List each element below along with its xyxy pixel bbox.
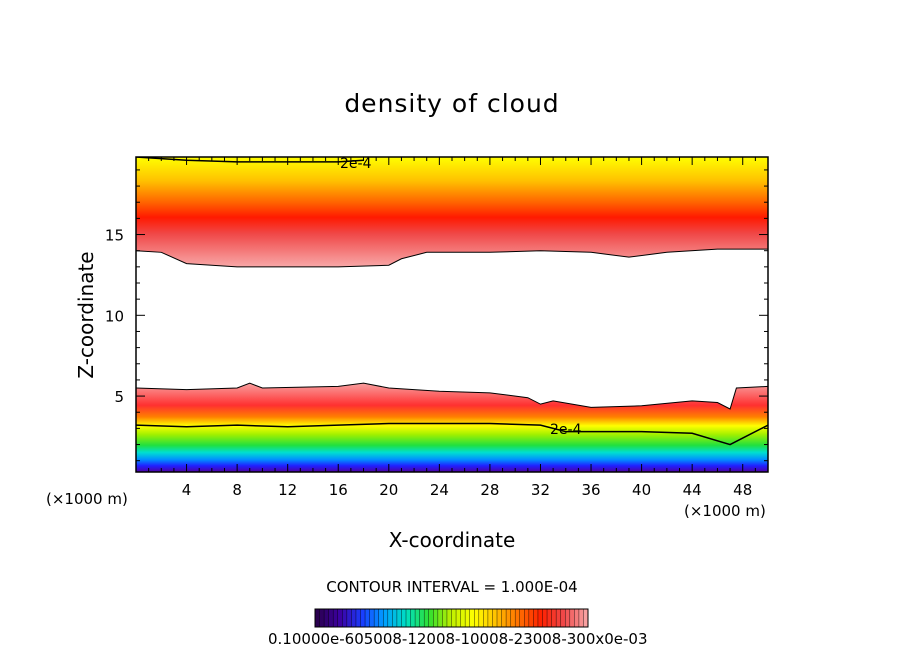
upper-cloud-layer — [136, 157, 768, 267]
x-tick-label: 40 — [632, 481, 651, 499]
colorbar-cell — [433, 609, 439, 627]
colorbar-frame — [314, 608, 589, 628]
colorbar-cell — [469, 609, 475, 627]
colorbar-cell — [456, 609, 462, 627]
colorbar-cell — [551, 609, 557, 627]
colorbar-cell — [324, 609, 330, 627]
colorbar-cell — [501, 609, 507, 627]
colorbar-cell — [333, 609, 339, 627]
colorbar-cell — [510, 609, 516, 627]
colorbar-cell — [360, 609, 366, 627]
colorbar-cell — [474, 609, 480, 627]
x-tick-label: 4 — [182, 481, 192, 499]
y-tick-label: 5 — [114, 388, 124, 406]
x-tick-label: 12 — [278, 481, 297, 499]
colorbar-cell — [460, 609, 466, 627]
colorbar-cell — [374, 609, 380, 627]
x-tick-label: 32 — [531, 481, 550, 499]
colorbar-cell — [583, 609, 589, 627]
colorbar-cell — [315, 609, 321, 627]
colorbar-cell — [528, 609, 534, 627]
upper-layer-boundary-contour — [136, 248, 768, 268]
colorbar-cell — [537, 609, 543, 627]
colorbar-cell — [392, 609, 398, 627]
plot-area — [136, 157, 768, 472]
colorbar-cell — [328, 609, 334, 627]
colorbar-cell — [342, 609, 348, 627]
colorbar-cell — [365, 609, 371, 627]
colorbar-cell — [446, 609, 452, 627]
colorbar-cell — [387, 609, 393, 627]
colorbar-cell — [506, 609, 512, 627]
colorbar-cell — [442, 609, 448, 627]
colorbar-cell — [401, 609, 407, 627]
y-tick-label: 10 — [105, 307, 124, 325]
colorbar-cell — [483, 609, 489, 627]
x-tick-label: 36 — [581, 481, 600, 499]
y-axis-label: Z-coordinate — [74, 251, 98, 378]
y-tick-label: 15 — [105, 227, 124, 245]
colorbar-cell — [378, 609, 384, 627]
x-tick-label: 24 — [430, 481, 449, 499]
colorbar — [314, 608, 589, 628]
colorbar-cell — [533, 609, 539, 627]
colorbar-cell — [428, 609, 434, 627]
colorbar-cell — [497, 609, 503, 627]
x-tick-label: 16 — [329, 481, 348, 499]
colorbar-cell — [465, 609, 471, 627]
x-unit-label-left: (×1000 m) — [46, 490, 128, 508]
colorbar-cell — [355, 609, 361, 627]
colorbar-cell — [419, 609, 425, 627]
colorbar-cell — [578, 609, 584, 627]
colorbar-cell — [574, 609, 580, 627]
x-tick-label: 48 — [733, 481, 752, 499]
colorbar-cell — [487, 609, 493, 627]
colorbar-cell — [556, 609, 562, 627]
colorbar-tick-labels: 0.10000e-605008-12008-10008-23008-300x0e… — [268, 630, 648, 648]
colorbar-cell — [451, 609, 457, 627]
colorbar-cell — [319, 609, 325, 627]
colorbar-cell — [346, 609, 352, 627]
colorbar-cell — [569, 609, 575, 627]
x-axis-label: X-coordinate — [389, 528, 516, 552]
contour-lines — [136, 157, 768, 446]
colorbar-cell — [519, 609, 525, 627]
colorbar-cell — [542, 609, 548, 627]
colorbar-cell — [515, 609, 521, 627]
x-tick-label: 28 — [480, 481, 499, 499]
colorbar-cell — [524, 609, 530, 627]
colorbar-cell — [410, 609, 416, 627]
x-tick-label: 20 — [379, 481, 398, 499]
colorbar-cell — [478, 609, 484, 627]
x-tick-label: 8 — [232, 481, 242, 499]
colorbar-cell — [406, 609, 412, 627]
lower-2e-4-contour — [136, 422, 768, 446]
colorbar-cell — [351, 609, 357, 627]
chart-title: density of cloud — [344, 89, 559, 118]
colorbar-cell — [369, 609, 375, 627]
x-unit-label-right: (×1000 m) — [684, 502, 766, 520]
colorbar-cell — [396, 609, 402, 627]
contour-label-upper: 2e-4 — [340, 156, 372, 172]
colorbar-cell — [547, 609, 553, 627]
colorbar-cell — [560, 609, 566, 627]
colorbar-cell — [424, 609, 430, 627]
x-tick-label: 44 — [683, 481, 702, 499]
colorbar-cell — [565, 609, 571, 627]
colorbar-cell — [415, 609, 421, 627]
colorbar-cell — [492, 609, 498, 627]
upper-2e-4-contour — [136, 157, 364, 163]
lower-layer-top-contour — [136, 382, 768, 410]
contour-interval-label: CONTOUR INTERVAL = 1.000E-04 — [326, 578, 577, 596]
colorbar-cell — [337, 609, 343, 627]
colorbar-cell — [383, 609, 389, 627]
contour-label-lower: 2e-4 — [550, 422, 582, 438]
lower-cloud-layer — [136, 383, 768, 472]
colorbar-cell — [437, 609, 443, 627]
